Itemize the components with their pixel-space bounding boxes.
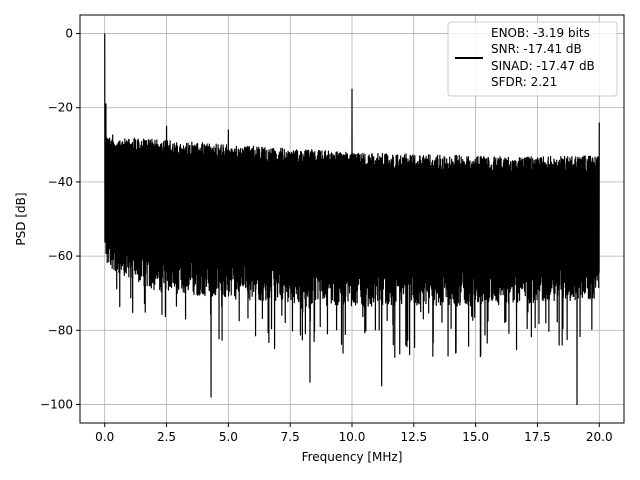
psd-trace bbox=[104, 33, 600, 406]
x-axis-label: Frequency [MHz] bbox=[302, 450, 403, 464]
psd-line bbox=[104, 33, 600, 406]
legend: ENOB: -3.19 bits SNR: -17.41 dB SINAD: -… bbox=[447, 21, 618, 97]
y-tick-label-3: −60 bbox=[48, 249, 73, 263]
y-tick-label-5: −100 bbox=[40, 397, 73, 411]
x-tick-label-5: 12.5 bbox=[400, 430, 427, 444]
x-tick-label-3: 7.5 bbox=[281, 430, 300, 444]
x-axis-ticks: 0.0 2.5 5.0 7.5 10.0 12.5 15.0 17.5 20.0 bbox=[95, 423, 613, 444]
x-tick-label-2: 5.0 bbox=[219, 430, 238, 444]
x-tick-label-6: 15.0 bbox=[462, 430, 489, 444]
y-tick-label-2: −40 bbox=[48, 175, 73, 189]
legend-entry-enob: ENOB: -3.19 bits bbox=[491, 26, 590, 40]
x-tick-label-0: 0.0 bbox=[95, 430, 114, 444]
y-tick-label-0: 0 bbox=[65, 27, 73, 41]
x-tick-label-7: 17.5 bbox=[524, 430, 551, 444]
legend-entry-sfdr: SFDR: 2.21 bbox=[491, 75, 557, 89]
legend-entry-sinad: SINAD: -17.47 dB bbox=[491, 59, 595, 73]
x-tick-label-8: 20.0 bbox=[586, 430, 613, 444]
y-tick-label-1: −20 bbox=[48, 101, 73, 115]
legend-entry-snr: SNR: -17.41 dB bbox=[491, 42, 582, 56]
x-tick-label-4: 10.0 bbox=[339, 430, 366, 444]
x-tick-label-1: 2.5 bbox=[157, 430, 176, 444]
y-axis-label: PSD [dB] bbox=[14, 192, 28, 245]
legend-box bbox=[447, 21, 618, 97]
y-axis-ticks: 0 −20 −40 −60 −80 −100 bbox=[40, 27, 80, 411]
y-tick-label-4: −80 bbox=[48, 323, 73, 337]
